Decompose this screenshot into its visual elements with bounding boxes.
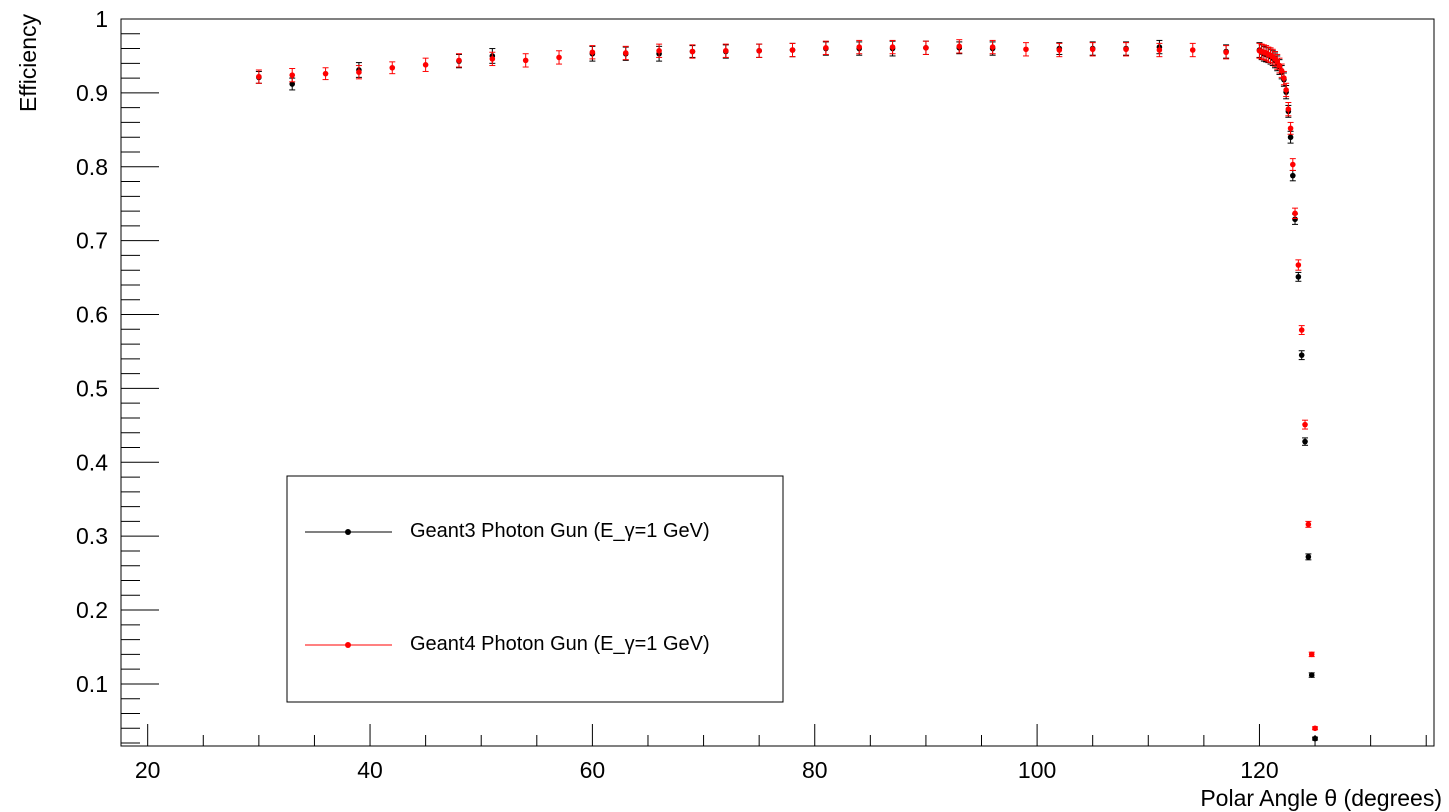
data-point [1281,75,1287,81]
data-point [1312,725,1318,732]
data-point [456,57,462,64]
data-point [1302,421,1308,428]
plot-area-border [120,18,1435,747]
data-series [255,39,1319,742]
data-point [1223,49,1229,56]
data-point [622,50,629,56]
legend-label-geant4: Geant4 Photon Gun (E_γ=1 GeV) [410,633,710,655]
data-point [256,73,262,80]
y-tick-label: 0.8 [76,154,108,180]
data-point [389,64,396,71]
legend-box [286,475,784,703]
data-point [1308,672,1315,678]
data-point [1295,262,1302,268]
data-point [289,72,296,78]
data-point [1302,438,1308,445]
legend-marker-geant4 [345,642,351,648]
data-point [923,45,929,51]
data-point [522,57,529,64]
data-point [756,47,762,54]
data-point [1292,216,1298,223]
y-tick-label: 1 [95,6,108,32]
data-point [956,43,963,50]
data-point [1287,125,1294,132]
data-point [589,49,596,56]
y-axis-title: Efficiency [15,14,41,113]
data-point [1278,67,1285,74]
data-point [356,69,362,75]
series-geant4 [255,39,1319,732]
data-point [1089,46,1096,53]
legend-label-geant3: Geant3 Photon Gun (E_γ=1 GeV) [410,520,710,542]
data-point [1290,172,1296,179]
x-tick-label: 120 [1240,757,1278,783]
legend: Geant3 Photon Gun (E_γ=1 GeV) Geant4 Pho… [286,475,784,703]
data-point [1305,554,1312,560]
data-point [723,47,729,54]
x-tick-label: 100 [1018,757,1056,783]
data-point [1287,134,1294,141]
data-point [856,44,863,50]
y-tick-label: 0.5 [76,375,108,401]
y-tick-label: 0.1 [76,671,108,697]
y-tick-label: 0.4 [76,449,108,475]
data-point [1305,521,1312,528]
data-point [1285,106,1292,112]
y-tick-label: 0.3 [76,523,108,549]
data-point [1308,651,1315,658]
x-tick-label: 20 [135,757,161,783]
x-tick-label: 40 [357,757,383,783]
data-point [989,44,996,50]
data-point [1156,47,1163,53]
data-point [1283,87,1289,93]
x-axis-title: Polar Angle θ (degrees) [1200,785,1442,811]
data-point [422,62,429,68]
data-point [656,47,662,54]
data-point [1290,161,1296,168]
data-point [1292,210,1298,217]
data-point [1298,327,1305,333]
data-point [823,45,829,51]
plot-frame [120,18,1435,747]
data-point [489,56,496,62]
data-point [1295,274,1302,280]
data-point [1298,352,1305,358]
data-point [889,44,896,50]
data-point [1056,47,1063,53]
data-point [789,47,796,53]
data-point [1312,735,1318,742]
data-point [322,70,329,77]
data-point [1189,47,1196,53]
legend-marker-geant3 [345,529,351,535]
data-point [1023,46,1029,53]
y-tick-label: 0.9 [76,80,108,106]
data-point [556,54,562,61]
data-point [689,48,696,55]
x-tick-label: 60 [580,757,606,783]
y-tick-label: 0.7 [76,228,108,254]
y-tick-label: 0.2 [76,597,108,623]
data-point [1123,46,1129,53]
x-tick-label: 80 [802,757,828,783]
data-point [289,81,296,87]
y-tick-label: 0.6 [76,302,108,328]
